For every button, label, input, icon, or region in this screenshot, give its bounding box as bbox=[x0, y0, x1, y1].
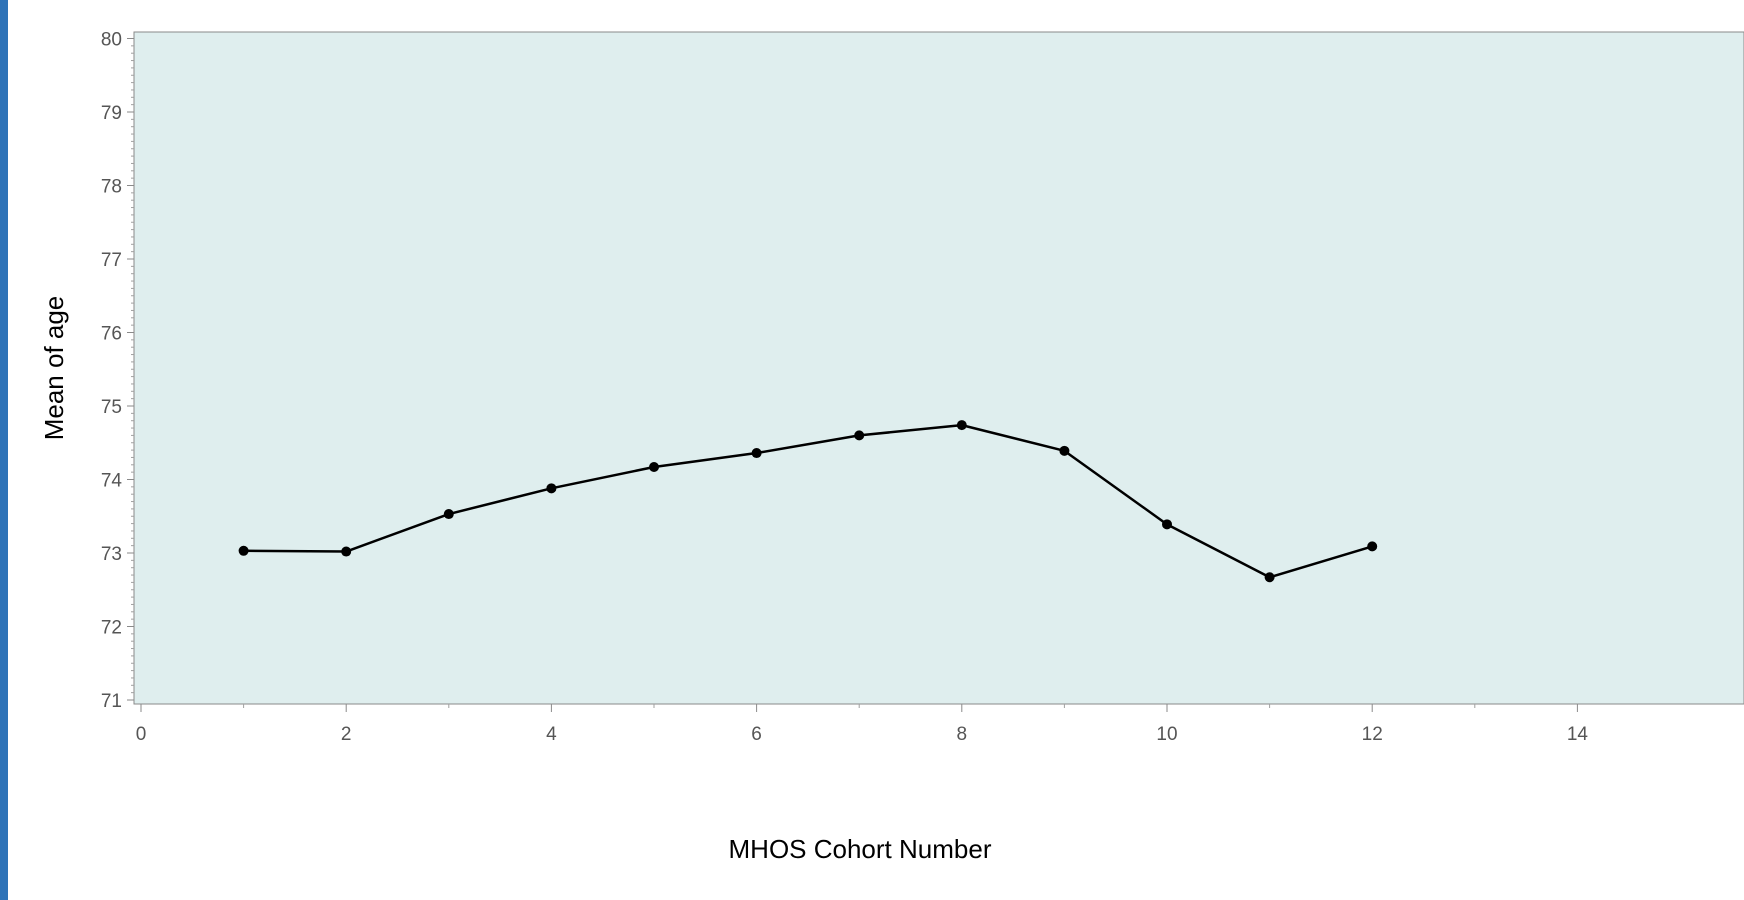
series-line-segment bbox=[344, 512, 451, 553]
y-axis-title: Mean of age bbox=[39, 296, 69, 441]
x-tick-label: 8 bbox=[957, 724, 968, 745]
data-point bbox=[341, 546, 352, 557]
x-tick-label: 14 bbox=[1567, 724, 1589, 745]
series-line-segment bbox=[447, 487, 553, 516]
y-tick-label: 71 bbox=[101, 691, 122, 712]
series-line-segment bbox=[755, 434, 861, 455]
x-tick-label: 6 bbox=[751, 724, 762, 745]
y-tick-label: 72 bbox=[101, 618, 122, 639]
series-line-segment bbox=[242, 549, 348, 553]
data-point bbox=[1059, 445, 1070, 456]
x-tick-label: 0 bbox=[136, 724, 147, 745]
series-line-segment bbox=[1268, 545, 1374, 579]
series-line-segment bbox=[652, 451, 758, 469]
x-axis-title: MHOS Cohort Number bbox=[729, 834, 992, 864]
series-line-segment bbox=[857, 423, 964, 437]
data-point bbox=[751, 448, 762, 459]
x-tick-label: 12 bbox=[1362, 724, 1383, 745]
x-tick-label: 10 bbox=[1156, 724, 1177, 745]
x-tick-label: 4 bbox=[546, 724, 557, 745]
y-tick-label: 80 bbox=[101, 30, 122, 51]
y-tick-label: 74 bbox=[101, 471, 123, 492]
data-point bbox=[956, 420, 967, 431]
data-point bbox=[649, 462, 659, 473]
data-point bbox=[443, 509, 454, 520]
x-tick-label: 2 bbox=[341, 724, 352, 745]
data-point bbox=[854, 430, 865, 441]
y-tick-label: 73 bbox=[101, 544, 122, 565]
series-line-segment bbox=[1063, 449, 1169, 526]
y-tick-label: 76 bbox=[101, 324, 122, 345]
y-tick-label: 78 bbox=[101, 177, 122, 198]
chart-canvas: 71 72 73 74 75 76 77 78 79 80 0 2 4 6 8 10 12 14 MHOS Co… bbox=[8, 0, 1744, 900]
series-line-segment bbox=[1165, 523, 1271, 579]
data-point bbox=[1162, 519, 1172, 530]
series-line-segment bbox=[550, 465, 656, 490]
data-point bbox=[546, 483, 557, 494]
series-line-segment bbox=[960, 423, 1066, 453]
y-tick-label: 77 bbox=[101, 250, 122, 271]
y-tick-label: 75 bbox=[101, 397, 122, 418]
plot-area bbox=[133, 31, 1744, 705]
data-point bbox=[1264, 572, 1275, 583]
data-point bbox=[1367, 541, 1378, 552]
y-axis: 71 72 73 74 75 76 77 78 79 80 bbox=[101, 30, 134, 712]
y-tick-label: 79 bbox=[101, 103, 122, 124]
x-axis: 0 2 4 6 8 10 12 14 bbox=[136, 704, 1589, 745]
line-chart: 71 72 73 74 75 76 77 78 79 80 0 2 4 6 8 10 12 14 MHOS Co… bbox=[39, 30, 1744, 864]
data-point bbox=[238, 545, 249, 556]
series-layer bbox=[238, 420, 1378, 583]
